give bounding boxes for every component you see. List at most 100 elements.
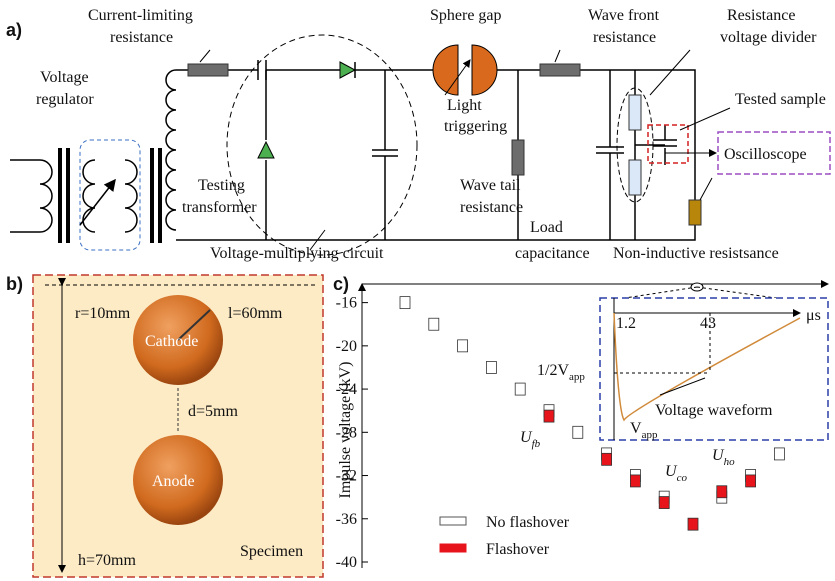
inset-label: Vapp xyxy=(630,420,658,441)
y-tick-label: -20 xyxy=(336,338,357,355)
legend-swatch xyxy=(439,516,467,526)
label: h=70mm xyxy=(78,552,136,569)
chart: c) Impulse voltage (kV) 1.2 43 μs 1/2Vap… xyxy=(333,274,829,571)
label: Voltage-multiplying circuit xyxy=(210,245,384,262)
label: resistance xyxy=(460,199,523,216)
multiplier-ellipse xyxy=(226,34,418,256)
label: capacitance xyxy=(515,245,590,262)
arrow xyxy=(444,59,471,96)
label: Non-inductive resistsance xyxy=(613,245,779,262)
annotation: Ufb xyxy=(520,429,541,450)
subscript: co xyxy=(677,472,688,484)
label: transformer xyxy=(182,199,257,216)
mark xyxy=(716,485,728,499)
arrow xyxy=(79,178,116,226)
label: Testing xyxy=(198,177,245,194)
capacitor xyxy=(372,149,398,157)
resistor xyxy=(628,94,642,131)
label: Voltage xyxy=(40,69,89,86)
transformer-coil xyxy=(165,69,177,231)
inset-label: 43 xyxy=(700,315,716,332)
anode xyxy=(133,435,223,525)
y-tick-label: -24 xyxy=(336,381,357,398)
specimen: b) r=10mm l=60mm Cathode d=5mm Anode h=7… xyxy=(6,274,324,578)
regulator-box xyxy=(79,139,141,251)
inset-box xyxy=(599,297,829,441)
panel-label: b) xyxy=(6,274,23,294)
legend-swatch xyxy=(439,543,467,553)
legend-label: Flashover xyxy=(486,541,550,558)
sample-box xyxy=(647,124,689,164)
panel-label: c) xyxy=(333,274,349,294)
subscript: app xyxy=(569,371,585,383)
sphere xyxy=(471,44,498,96)
subscript: fb xyxy=(532,438,541,450)
leader xyxy=(611,286,791,301)
diode xyxy=(257,140,275,159)
capacitor xyxy=(653,139,677,147)
mark xyxy=(658,496,670,509)
label: Tested sample xyxy=(735,91,826,108)
mark xyxy=(630,474,641,488)
label: resistance xyxy=(593,29,656,46)
coil xyxy=(10,159,53,233)
label: r=10mm xyxy=(75,305,131,322)
y-tick-label: -40 xyxy=(336,554,357,571)
label: Load xyxy=(530,219,563,236)
mark xyxy=(543,409,555,423)
label: Current-limiting xyxy=(88,7,193,24)
resistor xyxy=(511,139,525,176)
mark xyxy=(745,474,756,488)
mark xyxy=(399,296,411,310)
inset-label: Voltage waveform xyxy=(655,402,773,419)
core xyxy=(158,148,162,243)
label: Oscilloscope xyxy=(724,146,807,163)
core xyxy=(150,148,154,243)
sphere xyxy=(432,44,459,96)
mark xyxy=(601,452,612,466)
y-tick-label: -28 xyxy=(336,424,357,441)
label: d=5mm xyxy=(188,403,238,420)
inset-label: μs xyxy=(806,307,821,324)
label: Wave front xyxy=(588,7,660,24)
wire xyxy=(634,70,666,240)
label: Cathode xyxy=(145,333,198,350)
annotation: Uho xyxy=(712,447,735,468)
label: triggering xyxy=(444,118,507,135)
wire xyxy=(265,70,386,240)
text: 1/2V xyxy=(537,362,569,379)
subscript: app xyxy=(642,429,658,441)
diode xyxy=(339,61,357,79)
mark xyxy=(428,317,440,331)
mark xyxy=(687,517,699,531)
mark xyxy=(774,447,785,461)
wire xyxy=(176,69,696,241)
text: U xyxy=(665,463,678,480)
text: V xyxy=(630,420,642,437)
panel-label: a) xyxy=(6,20,22,40)
subscript: ho xyxy=(724,456,736,468)
label: regulator xyxy=(36,91,94,108)
mark xyxy=(457,339,469,353)
label: Resistance xyxy=(727,7,795,24)
label: Specimen xyxy=(240,543,303,560)
label: resistance xyxy=(110,29,173,46)
label: l=60mm xyxy=(228,305,283,322)
coil xyxy=(82,159,138,233)
text: U xyxy=(520,429,533,446)
legend-label: No flashover xyxy=(486,514,570,531)
capacitor xyxy=(596,70,624,240)
core xyxy=(66,148,70,243)
label: Sphere gap xyxy=(430,7,502,24)
resistor xyxy=(187,63,229,77)
resistor xyxy=(628,159,642,196)
label: voltage divider xyxy=(720,29,817,46)
mark xyxy=(514,382,526,396)
y-tick-label: -36 xyxy=(336,511,357,528)
label: Anode xyxy=(152,473,195,490)
mark xyxy=(572,425,584,439)
inset-label: 1/2Vapp xyxy=(537,362,585,383)
inset-label: 1.2 xyxy=(616,315,636,332)
y-tick-label: -32 xyxy=(336,468,357,485)
